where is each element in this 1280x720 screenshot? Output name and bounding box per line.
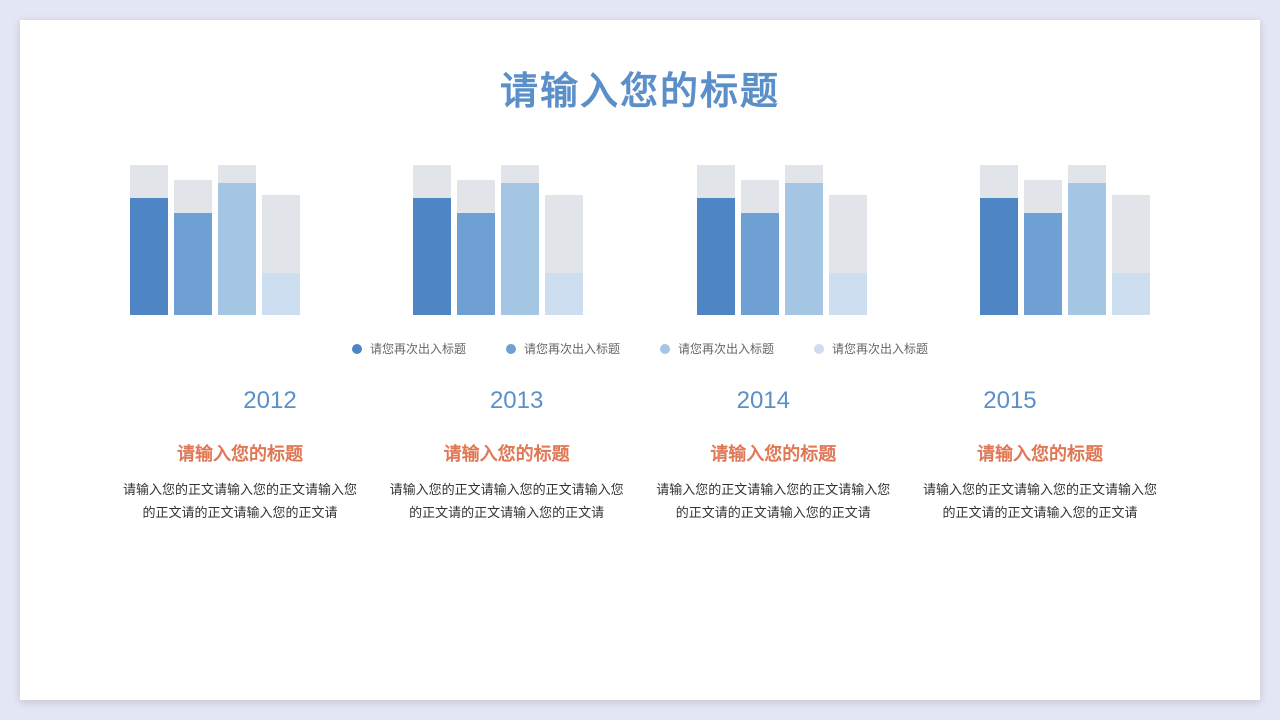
description-body: 请输入您的正文请输入您的正文请输入您的正文请的正文请输入您的正文请 [120, 478, 360, 525]
bar-fill [1068, 183, 1106, 315]
bar [457, 165, 495, 315]
bar [501, 165, 539, 315]
bar [829, 165, 867, 315]
description-body: 请输入您的正文请输入您的正文请输入您的正文请的正文请输入您的正文请 [653, 478, 893, 525]
description-block: 请输入您的标题请输入您的正文请输入您的正文请输入您的正文请的正文请输入您的正文请 [387, 440, 627, 525]
bar-fill [741, 213, 779, 315]
chart-group [697, 165, 867, 315]
legend-item: 请您再次出入标题 [506, 340, 620, 357]
legend-item: 请您再次出入标题 [814, 340, 928, 357]
bar [1068, 165, 1106, 315]
legend-dot-icon [506, 344, 516, 354]
description-block: 请输入您的标题请输入您的正文请输入您的正文请输入您的正文请的正文请输入您的正文请 [653, 440, 893, 525]
bar-fill [785, 183, 823, 315]
legend-item: 请您再次出入标题 [352, 340, 466, 357]
description-block: 请输入您的标题请输入您的正文请输入您的正文请输入您的正文请的正文请输入您的正文请 [120, 440, 360, 525]
descriptions-row: 请输入您的标题请输入您的正文请输入您的正文请输入您的正文请的正文请输入您的正文请… [80, 440, 1200, 525]
main-title: 请输入您的标题 [80, 60, 1200, 115]
bar-fill [174, 213, 212, 315]
legend-label: 请您再次出入标题 [524, 340, 620, 357]
bar [785, 165, 823, 315]
year-label: 2014 [673, 387, 853, 415]
description-body: 请输入您的正文请输入您的正文请输入您的正文请的正文请输入您的正文请 [387, 478, 627, 525]
bar [741, 165, 779, 315]
legend-dot-icon [352, 344, 362, 354]
bar-fill [457, 213, 495, 315]
bar-fill [697, 198, 735, 315]
description-title: 请输入您的标题 [387, 440, 627, 466]
bar [130, 165, 168, 315]
bar-fill [545, 273, 583, 315]
bar-fill [413, 198, 451, 315]
bar-fill [980, 198, 1018, 315]
bar-fill [1024, 213, 1062, 315]
legend-label: 请您再次出入标题 [832, 340, 928, 357]
bar [218, 165, 256, 315]
bar [545, 165, 583, 315]
bar-fill [501, 183, 539, 315]
legend-item: 请您再次出入标题 [660, 340, 774, 357]
bar-fill [262, 273, 300, 315]
chart-group [413, 165, 583, 315]
charts-row [80, 165, 1200, 315]
year-label: 2012 [180, 387, 360, 415]
description-title: 请输入您的标题 [920, 440, 1160, 466]
description-title: 请输入您的标题 [653, 440, 893, 466]
legend-dot-icon [814, 344, 824, 354]
year-label: 2015 [920, 387, 1100, 415]
bar [174, 165, 212, 315]
bar [697, 165, 735, 315]
bar [1112, 165, 1150, 315]
legend-dot-icon [660, 344, 670, 354]
description-title: 请输入您的标题 [120, 440, 360, 466]
legend-label: 请您再次出入标题 [370, 340, 466, 357]
bar [980, 165, 1018, 315]
years-row: 2012 2013 2014 2015 [80, 387, 1200, 415]
description-body: 请输入您的正文请输入您的正文请输入您的正文请的正文请输入您的正文请 [920, 478, 1160, 525]
year-label: 2013 [427, 387, 607, 415]
chart-group [130, 165, 300, 315]
bar [262, 165, 300, 315]
chart-group [980, 165, 1150, 315]
bar-fill [1112, 273, 1150, 315]
bar-fill [829, 273, 867, 315]
bar-fill [218, 183, 256, 315]
bar [413, 165, 451, 315]
bar [1024, 165, 1062, 315]
description-block: 请输入您的标题请输入您的正文请输入您的正文请输入您的正文请的正文请输入您的正文请 [920, 440, 1160, 525]
bar-fill [130, 198, 168, 315]
legend-label: 请您再次出入标题 [678, 340, 774, 357]
slide-container: 请输入您的标题 请您再次出入标题请您再次出入标题请您再次出入标题请您再次出入标题… [20, 20, 1260, 700]
legend-row: 请您再次出入标题 请您再次出入标题 请您再次出入标题 请您再次出入标题 [80, 340, 1200, 357]
